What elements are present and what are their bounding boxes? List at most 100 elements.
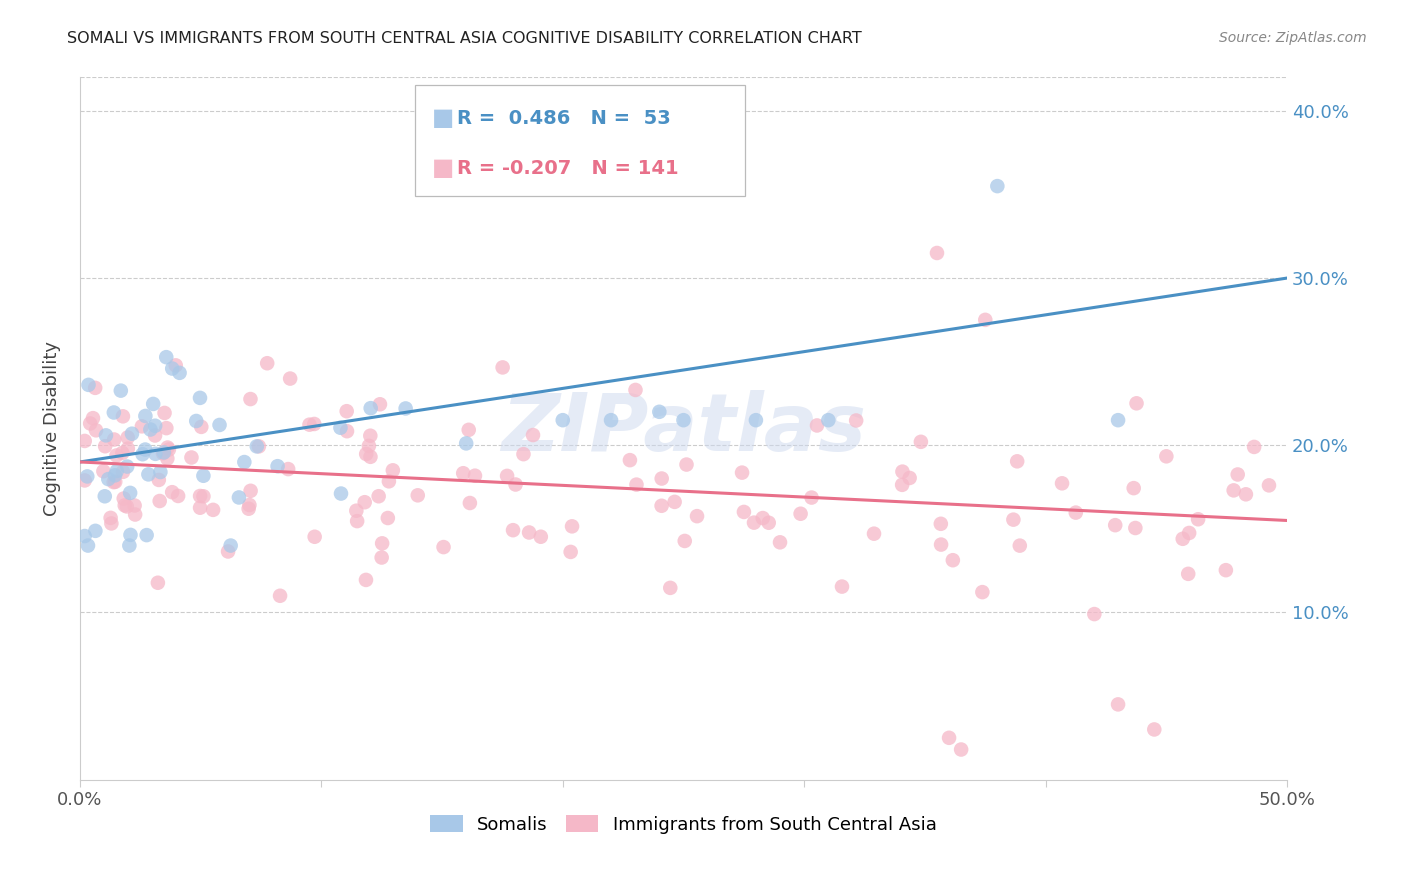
Point <box>104 475 127 489</box>
Text: ZIPatlas: ZIPatlas <box>501 390 866 467</box>
Point <box>831 580 853 594</box>
Point <box>502 523 524 537</box>
Point <box>1125 521 1147 535</box>
Point <box>359 428 381 442</box>
Point <box>233 455 256 469</box>
Point <box>1171 532 1194 546</box>
Point <box>79 417 101 431</box>
Point <box>512 447 534 461</box>
Point <box>1156 450 1178 464</box>
Point <box>112 491 135 506</box>
Point <box>942 553 965 567</box>
Point <box>202 503 225 517</box>
Point <box>269 589 291 603</box>
Point <box>925 246 948 260</box>
Point <box>381 463 404 477</box>
Point <box>228 491 250 505</box>
Point <box>153 445 176 459</box>
Legend: Somalis, Immigrants from South Central Asia: Somalis, Immigrants from South Central A… <box>430 815 936 834</box>
Point <box>561 519 583 533</box>
Text: SOMALI VS IMMIGRANTS FROM SOUTH CENTRAL ASIA COGNITIVE DISABILITY CORRELATION CH: SOMALI VS IMMIGRANTS FROM SOUTH CENTRAL … <box>67 31 862 46</box>
Point <box>167 489 190 503</box>
Point <box>1177 566 1199 581</box>
Point <box>219 539 242 553</box>
Point <box>277 462 299 476</box>
Point <box>94 439 117 453</box>
Point <box>84 524 107 538</box>
Point <box>651 471 673 485</box>
Point <box>624 383 647 397</box>
Point <box>733 505 755 519</box>
Text: R = -0.207   N = 141: R = -0.207 N = 141 <box>457 159 679 178</box>
Point <box>560 545 582 559</box>
Point <box>672 413 695 427</box>
Point <box>745 413 768 427</box>
Point <box>190 420 212 434</box>
Point <box>910 434 932 449</box>
Point <box>950 742 973 756</box>
Point <box>155 421 177 435</box>
Point <box>354 573 377 587</box>
Point <box>600 413 623 427</box>
Point <box>626 477 648 491</box>
Point <box>1226 467 1249 482</box>
Point <box>115 500 138 514</box>
Point <box>929 516 952 531</box>
Point <box>891 465 914 479</box>
Point <box>155 350 177 364</box>
Point <box>806 418 828 433</box>
Point <box>193 468 215 483</box>
Point <box>304 530 326 544</box>
Point <box>1143 723 1166 737</box>
Point <box>456 436 478 450</box>
Point <box>974 313 997 327</box>
Point <box>134 442 156 457</box>
Point <box>186 414 208 428</box>
Point <box>360 401 382 416</box>
Point <box>115 459 138 474</box>
Point <box>121 426 143 441</box>
Point <box>451 467 474 481</box>
Point <box>651 499 673 513</box>
Point <box>120 528 142 542</box>
Point <box>76 469 98 483</box>
Point <box>1178 525 1201 540</box>
Point <box>742 516 765 530</box>
Point <box>160 485 183 500</box>
Point <box>193 489 215 503</box>
Point <box>139 423 162 437</box>
Point <box>239 483 262 498</box>
Point <box>1064 506 1087 520</box>
Point <box>664 495 686 509</box>
Point <box>929 538 952 552</box>
Point <box>1122 481 1144 495</box>
Point <box>1243 440 1265 454</box>
Point <box>986 179 1008 194</box>
Point <box>673 533 696 548</box>
Point <box>517 525 540 540</box>
Point <box>298 417 321 432</box>
Point <box>619 453 641 467</box>
Point <box>93 464 115 478</box>
Point <box>1104 518 1126 533</box>
Point <box>142 397 165 411</box>
Point <box>731 466 754 480</box>
Point <box>256 356 278 370</box>
Point <box>505 477 527 491</box>
Point <box>891 478 914 492</box>
Point <box>135 528 157 542</box>
Point <box>100 511 122 525</box>
Point <box>648 405 671 419</box>
Point <box>143 428 166 442</box>
Point <box>898 471 921 485</box>
Point <box>1050 476 1073 491</box>
Text: Source: ZipAtlas.com: Source: ZipAtlas.com <box>1219 31 1367 45</box>
Point <box>659 581 682 595</box>
Point <box>148 473 170 487</box>
Point <box>432 540 454 554</box>
Text: ■: ■ <box>432 106 454 130</box>
Point <box>156 441 179 455</box>
Point <box>77 377 100 392</box>
Point <box>145 447 167 461</box>
Point <box>105 464 128 478</box>
